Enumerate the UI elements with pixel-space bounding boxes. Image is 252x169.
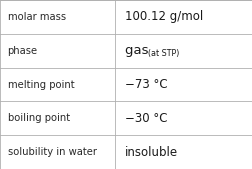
Text: phase: phase [8,46,38,56]
Text: solubility in water: solubility in water [8,147,97,157]
Text: insoluble: insoluble [125,146,178,159]
Text: gas: gas [125,44,157,57]
Text: 100.12 g/mol: 100.12 g/mol [125,10,203,23]
Text: boiling point: boiling point [8,113,70,123]
Text: −73 °C: −73 °C [125,78,167,91]
Text: molar mass: molar mass [8,12,66,22]
Text: (at STP): (at STP) [148,49,179,58]
Text: melting point: melting point [8,79,74,90]
Text: −30 °C: −30 °C [125,112,167,125]
